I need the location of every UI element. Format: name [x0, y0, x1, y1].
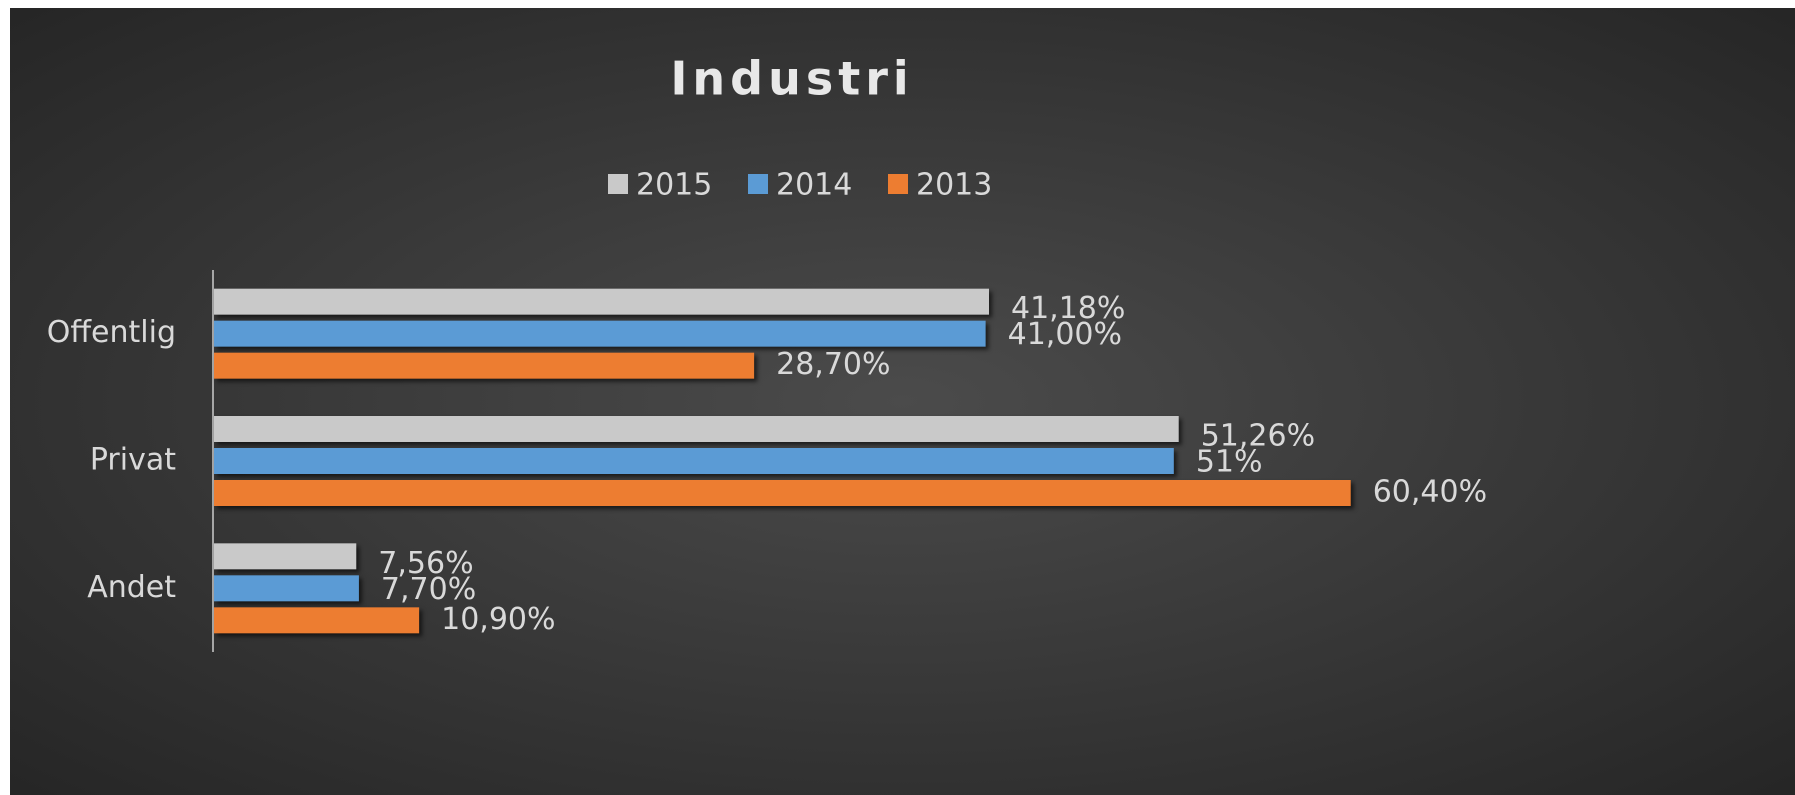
bar [214, 543, 357, 570]
legend-swatch [608, 174, 628, 194]
chart-title: Industri [670, 52, 913, 106]
data-label: 60,40% [1373, 475, 1487, 510]
legend-label: 2015 [636, 168, 712, 203]
legend-label: 2014 [776, 168, 852, 203]
y-tick-label: Offentlig [47, 315, 176, 350]
data-label: 7,70% [381, 572, 476, 607]
y-tick-label: Privat [90, 443, 176, 478]
bar [214, 607, 420, 634]
data-label: 28,70% [776, 347, 890, 382]
bar [214, 416, 1179, 442]
bar [214, 480, 1351, 506]
data-label: 51,26% [1201, 419, 1315, 454]
data-label: 41,18% [1011, 291, 1125, 326]
bar [214, 320, 986, 347]
legend-swatch [748, 174, 768, 194]
bar [214, 288, 990, 315]
legend-label: 2013 [916, 168, 992, 203]
data-label: 51% [1196, 445, 1263, 480]
bar [214, 352, 755, 379]
bar [214, 448, 1174, 474]
y-tick-label: Andet [87, 570, 176, 605]
data-label: 10,90% [441, 602, 555, 637]
legend-swatch [888, 174, 908, 194]
data-label: 7,56% [378, 546, 473, 581]
data-label: 41,00% [1008, 317, 1122, 352]
bar [214, 575, 359, 602]
chart-background [10, 8, 1795, 795]
